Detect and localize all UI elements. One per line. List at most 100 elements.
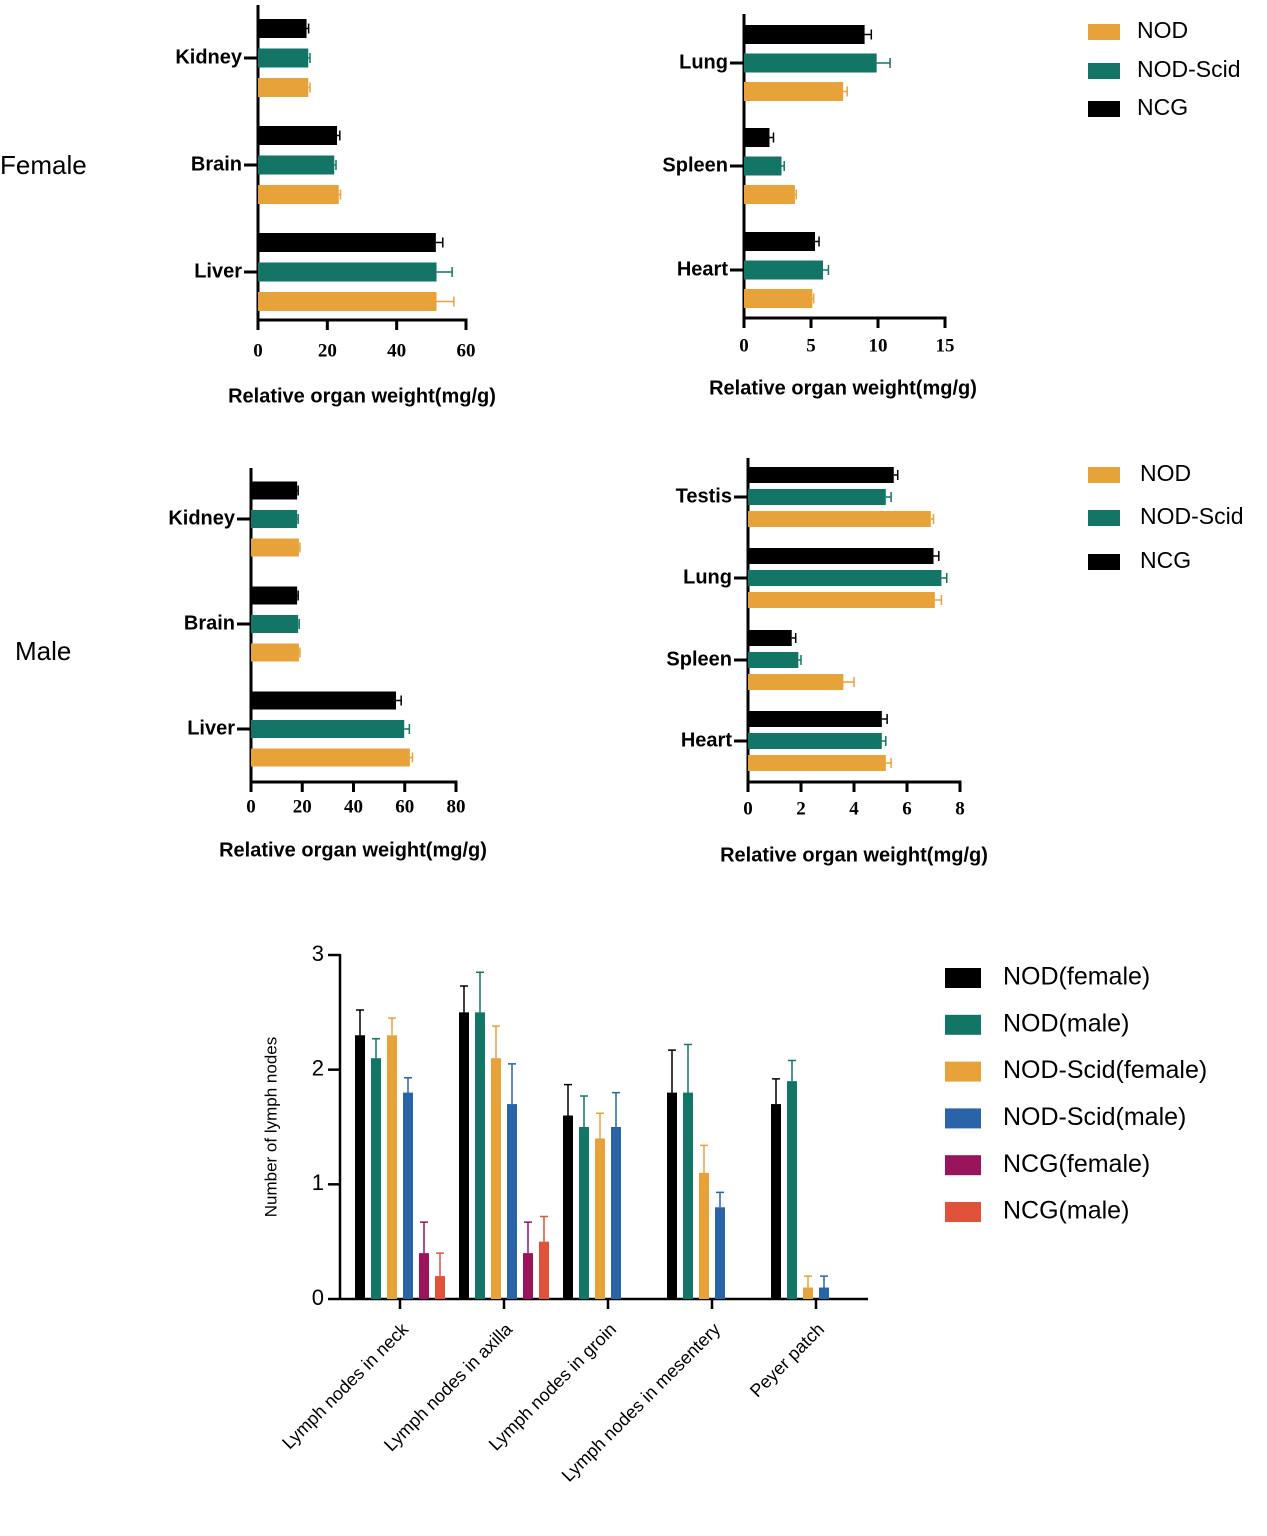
bar [258,126,338,145]
bar [744,25,865,44]
error-bar [396,695,402,706]
error-bar [885,758,892,768]
legend-swatch [945,1014,981,1035]
y-tick-label: Liver [187,717,235,739]
y-tick-label: Testis [676,485,732,507]
legend-label: NCG(female) [1003,1150,1150,1178]
bar [744,260,824,280]
bar [748,592,935,608]
x-tick-label: 40 [387,340,406,361]
error-bar [843,677,855,687]
legend-label: NOD [1137,17,1188,43]
error-bar [815,236,820,247]
bar [748,467,894,483]
bar [523,1253,533,1299]
bar [251,481,298,500]
bar [819,1287,829,1299]
y-tick-label: 1 [312,1170,324,1195]
bar [744,232,816,251]
bar [475,1012,485,1299]
y-tick-label: 0 [312,1285,324,1310]
bar [507,1104,517,1299]
bar [258,185,339,204]
legend-swatch [945,1061,981,1082]
bar [748,548,934,564]
bar [748,711,882,727]
x-tick-label: 0 [739,335,749,356]
error-bar [297,514,299,524]
error-bar [788,1059,796,1082]
bar [748,570,942,586]
bar [748,733,882,749]
bar [563,1115,573,1299]
error-bar [436,267,453,277]
error-bar [769,132,775,143]
x-axis-label: Relative organ weight(mg/g) [228,385,496,407]
x-tick-label: 15 [936,335,955,356]
x-tick-label: 80 [447,796,466,817]
bar [387,1035,397,1299]
x-tick-label: 8 [955,798,965,819]
error-bar [716,1191,724,1208]
error-bar [404,724,411,734]
x-tick-label: Peyer patch [746,1319,828,1401]
legend-label: NOD [1140,460,1191,486]
legend-label: NOD-Scid [1137,56,1241,82]
error-bar [492,1025,500,1059]
bar [419,1253,429,1299]
error-bar [798,655,802,665]
legend-swatch [1088,510,1120,526]
bar [771,1104,781,1299]
x-tick-label: 60 [395,796,414,817]
error-bar [388,1017,396,1036]
error-bar [420,1221,428,1254]
error-bar [794,189,798,200]
legend-label: NOD-Scid(female) [1003,1056,1207,1084]
bar [251,615,299,633]
error-bar [334,160,337,170]
error-bar [338,189,342,200]
bar [251,691,397,710]
bar [744,82,844,101]
bar [748,674,844,690]
y-axis-label: Number of lymph nodes [261,1037,280,1217]
error-bar [812,293,815,304]
row-label: Female [0,150,87,180]
error-bar [820,1275,828,1288]
error-bar [804,1275,812,1288]
error-bar [791,633,797,643]
bar [748,630,792,646]
bar [251,538,299,557]
error-bar [297,590,299,601]
bar [355,1035,365,1299]
x-axis-label: Relative organ weight(mg/g) [720,844,988,866]
legend-label: NCG [1137,94,1188,120]
error-bar [881,736,887,746]
bar [258,155,335,175]
error-bar [436,1252,444,1277]
error-bar [893,470,899,480]
bar [595,1138,605,1299]
x-tick-label: 6 [902,798,912,819]
legend-label: NCG(male) [1003,1197,1129,1225]
error-bar [823,265,830,275]
legend-swatch [1088,101,1120,117]
bar [258,292,437,311]
bar [251,720,405,738]
error-bar [460,985,468,1013]
y-tick-label: Lung [683,566,732,588]
bar [251,586,298,605]
x-tick-label: 0 [253,340,263,361]
error-bar [934,595,943,605]
bar [744,53,877,73]
legend-label: NOD(male) [1003,1009,1129,1037]
legend-swatch [1088,554,1120,570]
error-bar [476,971,484,1013]
error-bar [298,647,301,658]
error-bar [930,514,935,524]
bar [611,1127,621,1299]
error-bar [564,1083,572,1116]
y-tick-label: Lung [679,51,728,73]
error-bar [781,161,785,171]
